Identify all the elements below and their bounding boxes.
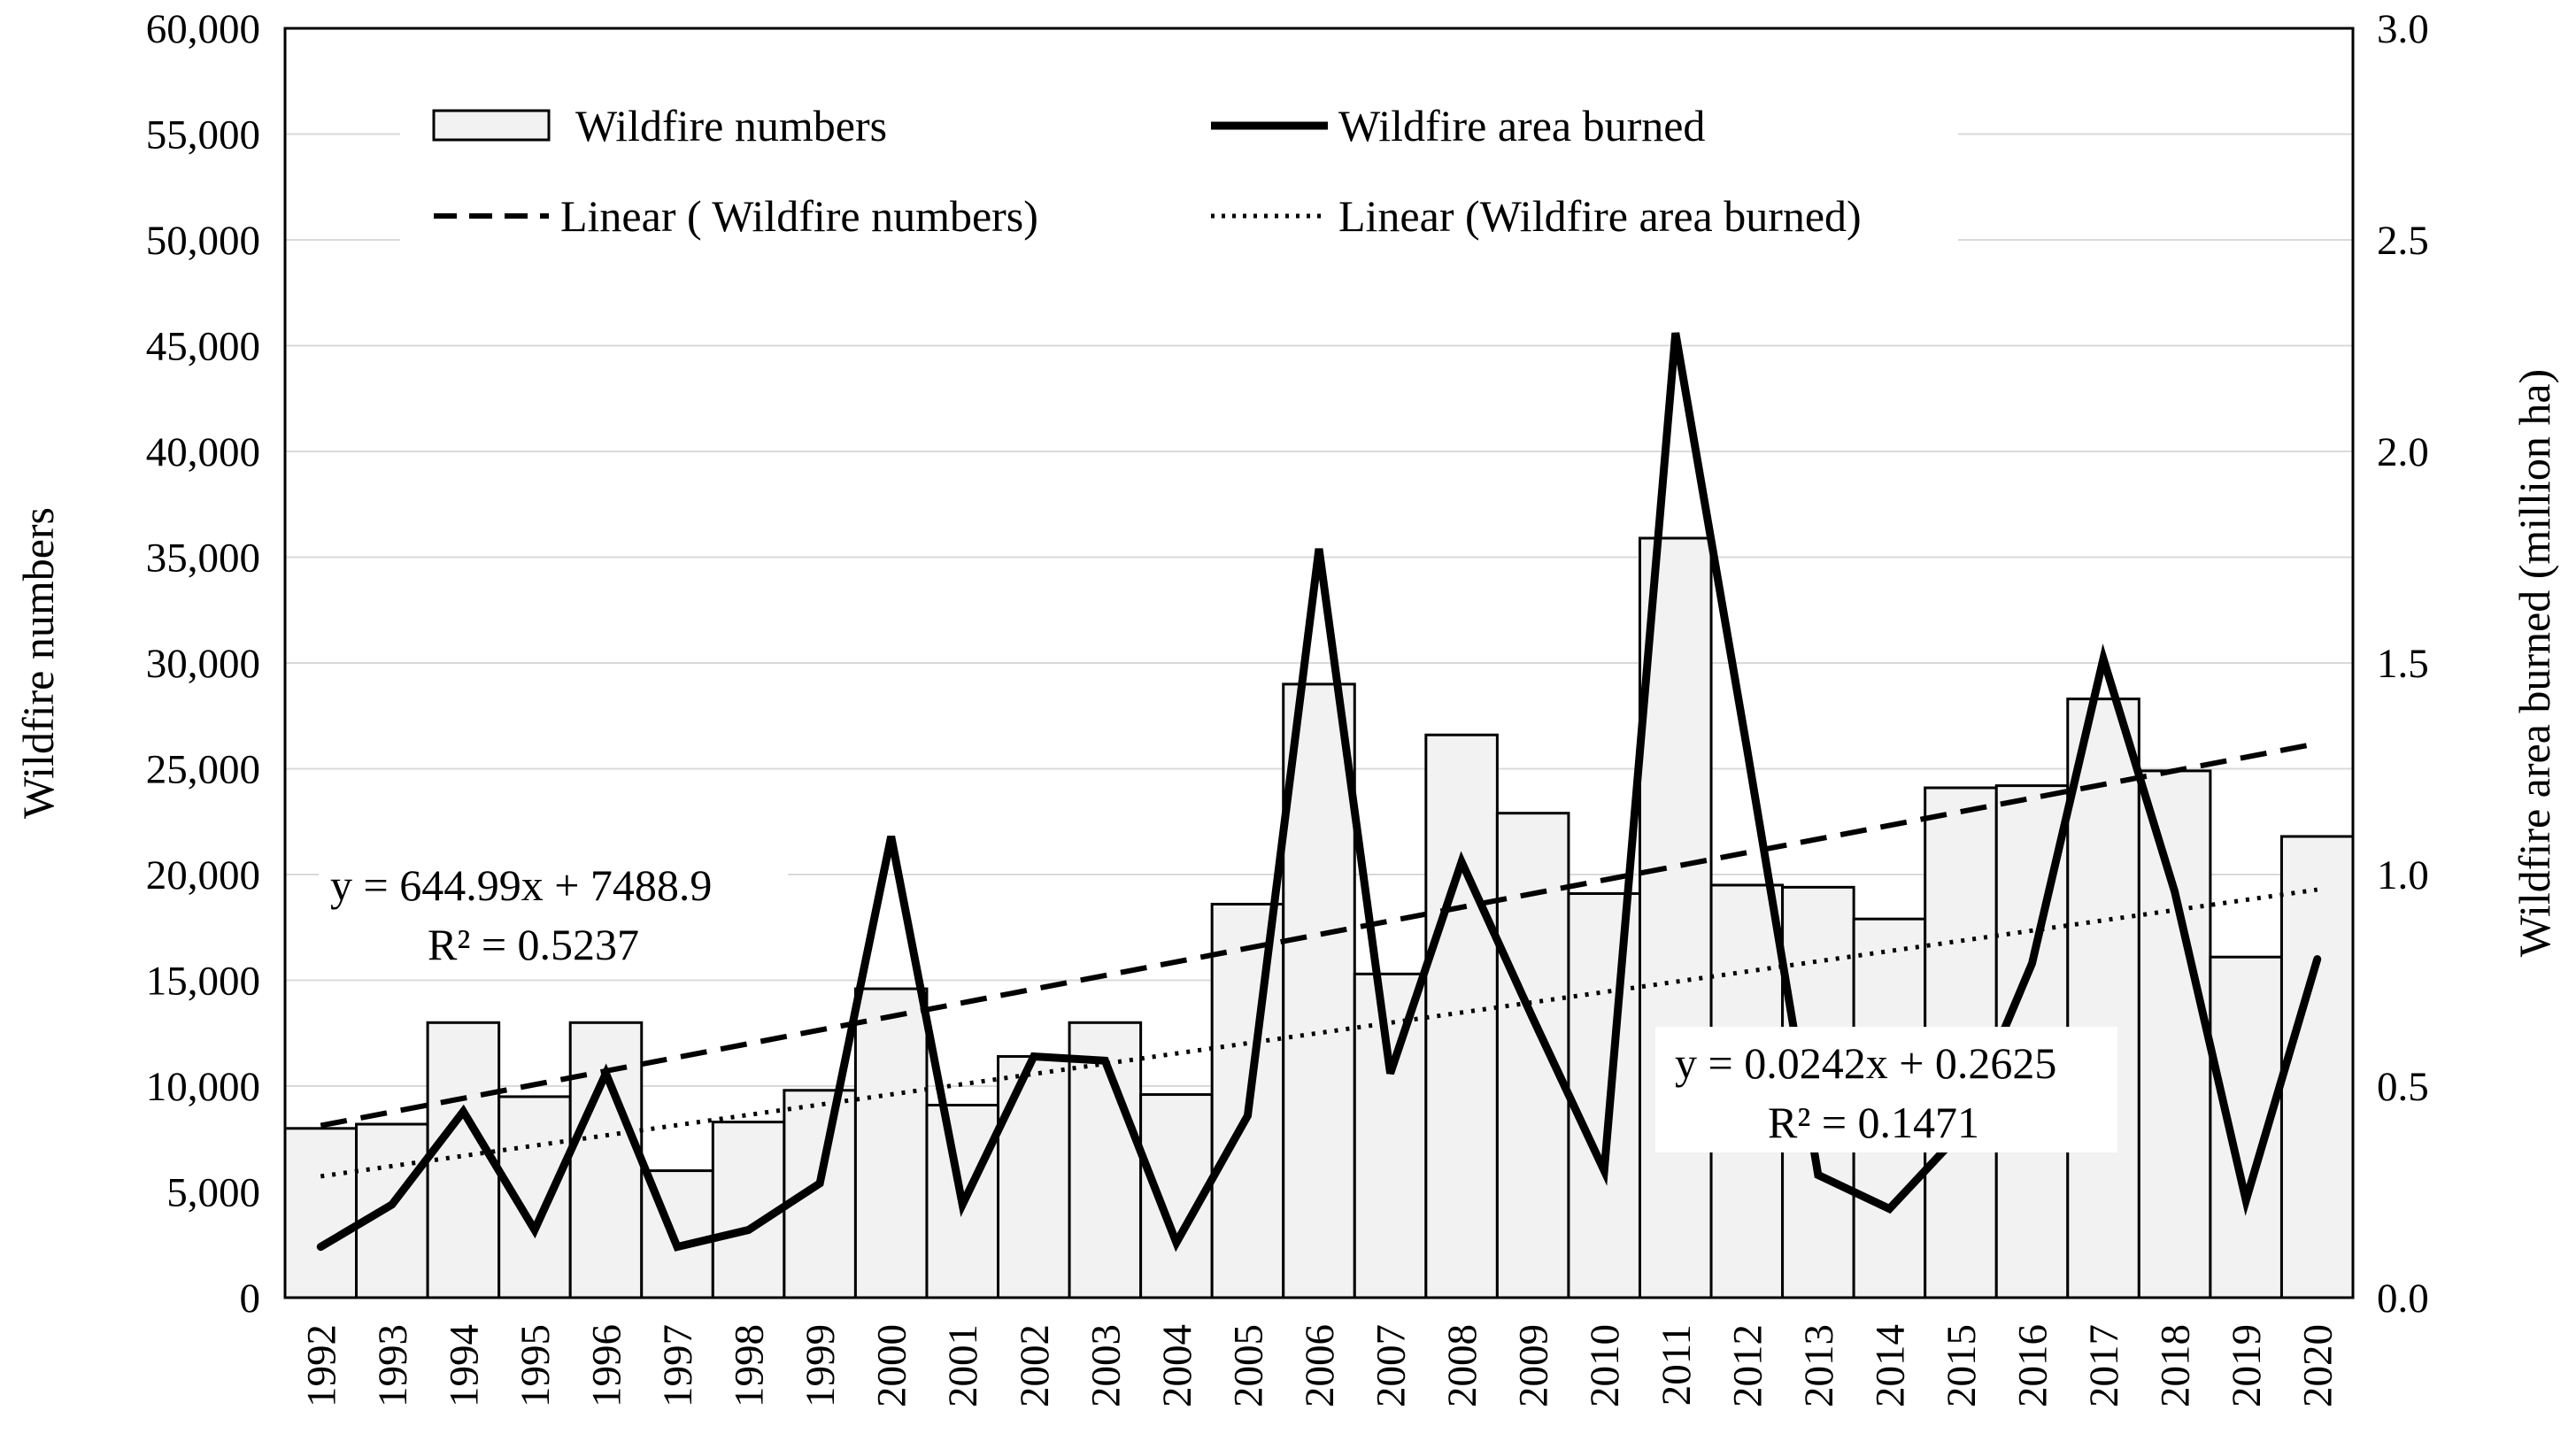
x-tick-label: 2015 [1939, 1324, 1985, 1407]
trend-equation-numbers: y = 644.99x + 7488.9 R² = 0.5237 [319, 850, 788, 974]
x-tick-label: 2000 [869, 1324, 915, 1407]
x-tick-label: 2002 [1012, 1324, 1058, 1407]
left-tick-label: 20,000 [146, 852, 260, 898]
left-tick-label: 50,000 [146, 218, 260, 264]
left-axis-title: Wildfire numbers [13, 507, 63, 819]
equation-line-numbers: y = 644.99x + 7488.9 [330, 860, 712, 910]
plot-border [283, 27, 2355, 1299]
x-tick-label: 1999 [798, 1324, 844, 1407]
legend-label-bar: Wildfire numbers [575, 101, 887, 150]
right-tick-label: 3.0 [2377, 6, 2429, 52]
x-tick-label: 2008 [1439, 1324, 1485, 1407]
x-tick-label: 2013 [1796, 1324, 1842, 1407]
bar [497, 1095, 572, 1299]
left-tick-label: 5,000 [166, 1170, 260, 1216]
x-tick-label: 2014 [1867, 1324, 1913, 1407]
right-tick-label: 1.5 [2377, 641, 2429, 687]
equation-box-area [1655, 1027, 2117, 1152]
x-tick-label: 2012 [1724, 1324, 1770, 1407]
left-axis-tick-labels: 0 5,000 10,000 15,000 20,000 25,000 30,000 35,0… [146, 6, 260, 1322]
r-squared-area: R² = 0.1471 [1768, 1098, 1979, 1147]
right-tick-label: 2.5 [2377, 218, 2429, 264]
left-tick-label: 55,000 [146, 112, 260, 158]
bar [997, 1055, 1071, 1299]
bar [1638, 536, 1713, 1299]
x-tick-label: 2004 [1154, 1324, 1200, 1407]
trendlines [320, 741, 2318, 1179]
x-tick-label: 2010 [1582, 1324, 1628, 1407]
trendline-numbers [320, 741, 2318, 1129]
x-tick-label: 2018 [2153, 1324, 2199, 1407]
left-tick-label: 60,000 [146, 6, 260, 52]
bar [2066, 698, 2140, 1299]
x-tick-label: 2007 [1369, 1324, 1415, 1407]
legend-label-area-line: Wildfire area burned [1338, 101, 1705, 150]
left-tick-label: 0 [240, 1276, 261, 1322]
bar [853, 987, 929, 1299]
x-tick-label: 2001 [940, 1324, 986, 1407]
x-tick-label: 2016 [2010, 1324, 2056, 1407]
trendline-area [320, 887, 2318, 1179]
legend-background [400, 87, 1958, 255]
bar [1424, 733, 1499, 1299]
bar [1353, 972, 1428, 1299]
x-tick-label: 2017 [2081, 1324, 2127, 1407]
bar [2279, 835, 2355, 1299]
x-tick-label: 1992 [298, 1324, 344, 1407]
bar [1282, 682, 1356, 1299]
r-squared-numbers: R² = 0.5237 [428, 920, 639, 969]
x-tick-label: 2003 [1083, 1324, 1129, 1407]
bar [1567, 892, 1641, 1299]
x-tick-label: 2019 [2224, 1324, 2270, 1407]
left-tick-label: 45,000 [146, 324, 260, 370]
x-tick-label: 1994 [441, 1324, 487, 1407]
x-tick-label: 1995 [513, 1324, 559, 1407]
equation-line-area: y = 0.0242x + 0.2625 [1675, 1038, 2056, 1088]
bar [1139, 1093, 1214, 1299]
x-tick-label: 2020 [2295, 1324, 2341, 1407]
right-tick-label: 2.0 [2377, 429, 2429, 475]
bar [2137, 769, 2212, 1299]
bar [283, 1127, 359, 1299]
left-tick-label: 15,000 [146, 959, 260, 1005]
x-tick-label: 2011 [1654, 1324, 1700, 1406]
x-tick-label: 2006 [1297, 1324, 1343, 1407]
legend: Wildfire numbers Wildfire area burned Li… [400, 87, 1958, 255]
x-tick-label: 2009 [1511, 1324, 1557, 1407]
equation-box-numbers [319, 850, 788, 974]
left-tick-label: 25,000 [146, 747, 260, 793]
left-tick-label: 35,000 [146, 536, 260, 582]
legend-label-trend-numbers: Linear ( Wildfire numbers) [560, 191, 1038, 241]
x-axis-tick-labels: 1992 1993 1994 1995 1996 1997 1998 1999 2000 2001… [298, 1324, 2341, 1407]
legend-label-trend-area: Linear (Wildfire area burned) [1338, 191, 1862, 241]
bar [355, 1122, 429, 1299]
left-tick-label: 10,000 [146, 1064, 260, 1110]
x-tick-label: 2005 [1225, 1324, 1271, 1407]
x-tick-label: 1998 [727, 1324, 773, 1407]
right-axis-title: Wildfire area burned (million ha) [2510, 369, 2559, 957]
left-tick-label: 40,000 [146, 429, 260, 475]
x-tick-label: 1996 [583, 1324, 629, 1407]
x-tick-label: 1997 [655, 1324, 701, 1407]
bar [783, 1089, 857, 1299]
bar [1495, 812, 1570, 1299]
right-tick-label: 1.0 [2377, 852, 2429, 898]
x-tick-label: 1993 [370, 1324, 416, 1407]
legend-swatch-bar [432, 109, 551, 142]
left-tick-label: 30,000 [146, 641, 260, 687]
trend-equation-area: y = 0.0242x + 0.2625 R² = 0.1471 [1655, 1027, 2117, 1152]
right-axis-tick-labels: 0.0 0.5 1.0 1.5 2.0 2.5 3.0 [2377, 6, 2429, 1322]
right-tick-label: 0.0 [2377, 1276, 2429, 1322]
right-tick-label: 0.5 [2377, 1064, 2429, 1110]
